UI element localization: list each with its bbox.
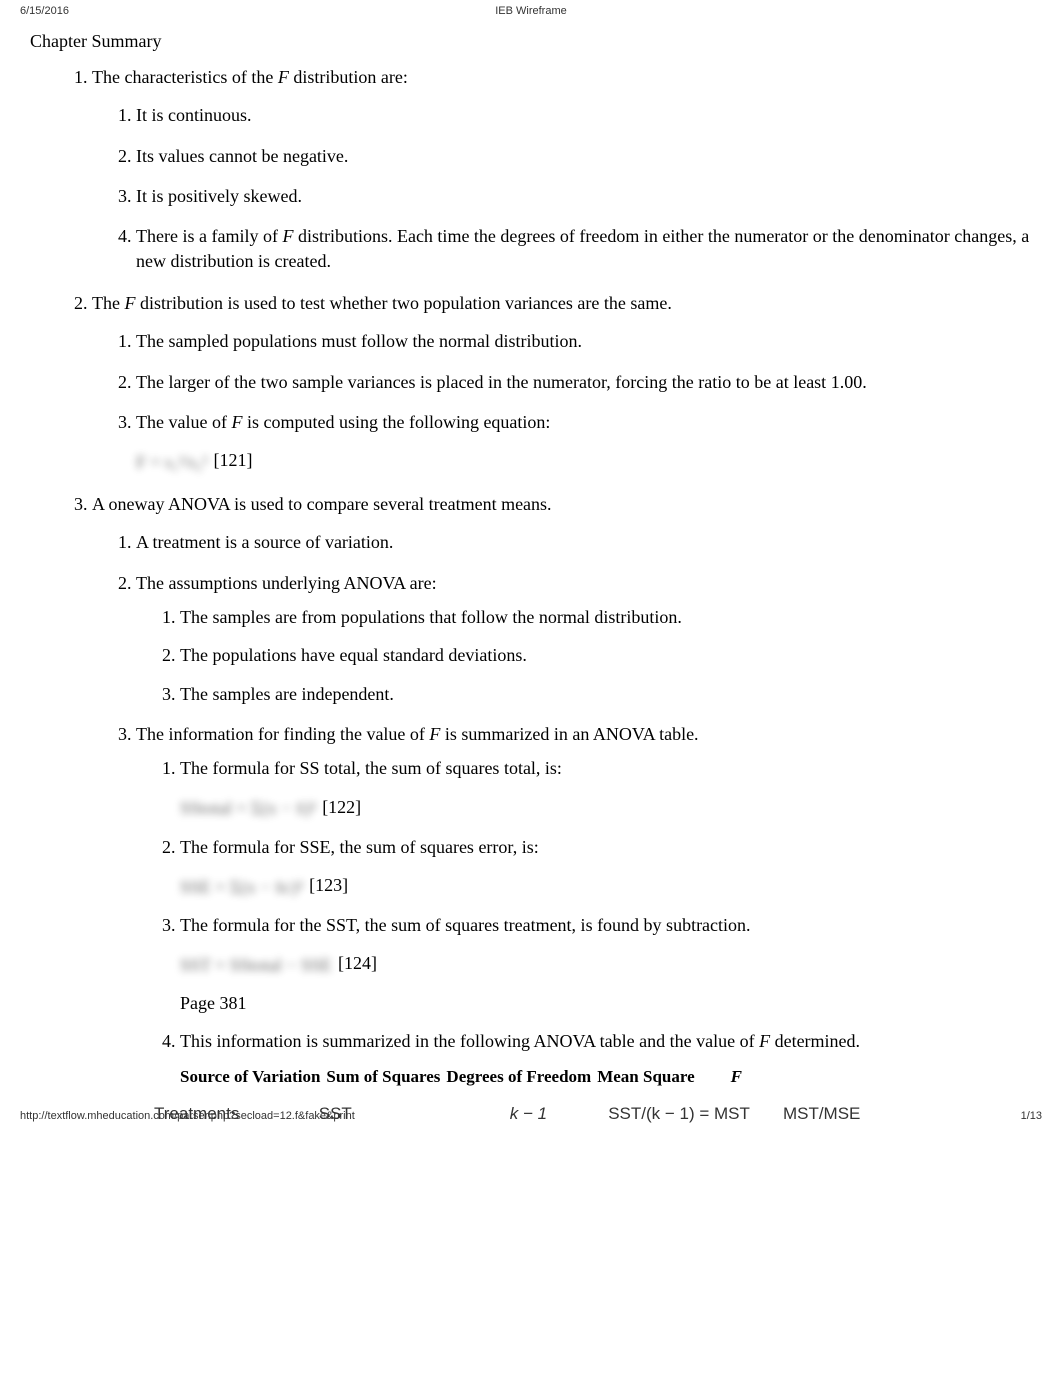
item-3-sublist: A treatment is a source of variation. Th… [136,530,1042,1090]
item-3-2: The assumptions underlying ANOVA are: Th… [136,571,1042,706]
anova-header-1: Source of Variation [180,1064,326,1091]
item-2-2: The larger of the two sample variances i… [136,370,1042,394]
page-label-381: Page 381 [180,991,1042,1015]
item-3: A oneway ANOVA is used to compare severa… [92,492,1042,1091]
item-2: The F distribution is used to test wheth… [92,291,1042,474]
item-3-3: The information for finding the value of… [136,722,1042,1091]
item-3-3-b: is summarized in an ANOVA table. [440,724,698,744]
anova-r1-c5: MST/MSE [783,1103,860,1126]
anova-r1-c3: k − 1 [453,1103,603,1126]
item-3-3-4: This information is summarized in the fo… [180,1029,1042,1090]
equation-121: F = s₁²/s₂² [121] [136,448,1042,474]
item-2-3: The value of F is computed using the fol… [136,410,1042,474]
page-header: 6/15/2016 IEB Wireframe [20,0,1042,29]
item-3-3-3: The formula for the SST, the sum of squa… [180,913,1042,1016]
anova-header-2: Sum of Squares [326,1064,446,1091]
item-1-text-a: The characteristics of the [92,67,278,87]
item-3-2-1: The samples are from populations that fo… [180,605,1042,629]
item-3-3-a: The information for finding the value of [136,724,429,744]
item-1-4-a: There is a family of [136,226,282,246]
item-1-3: It is positively skewed. [136,184,1042,208]
section-title: Chapter Summary [30,29,1042,53]
f-symbol: F [429,724,440,744]
summary-list: The characteristics of the F distributio… [92,65,1042,1091]
anova-r1-c1: Treatments [154,1103,314,1126]
anova-r1-c2: SST [319,1103,449,1126]
item-3-3-4-b: determined. [770,1031,860,1051]
item-3-3-2-text: The formula for SSE, the sum of squares … [180,837,539,857]
equation-123-hidden: SSE = Σ(x − x̄c)² [180,875,303,899]
equation-122-number: [122] [322,797,361,817]
item-1-4: There is a family of F distributions. Ea… [136,224,1042,273]
page-footer: http://textflow.mheducation.com/parser.p… [20,1109,1042,1124]
equation-122: SStotal = Σ(x − x̄)² [122] [180,795,1042,821]
equation-121-hidden: F = s₁²/s₂² [136,450,208,474]
f-symbol: F [231,412,242,432]
item-2-text-b: distribution is used to test whether two… [135,293,671,313]
footer-page: 1/13 [982,1109,1042,1124]
item-3-2-3: The samples are independent. [180,682,1042,706]
anova-header-4: Mean Square [597,1064,700,1091]
anova-header-row: Source of Variation Sum of Squares Degre… [180,1064,748,1091]
anova-r1-c4: SST/(k − 1) = MST [608,1103,778,1126]
item-3-text: A oneway ANOVA is used to compare severa… [92,494,552,514]
item-3-2-2: The populations have equal standard devi… [180,643,1042,667]
item-3-3-4-a: This information is summarized in the fo… [180,1031,759,1051]
item-3-1: A treatment is a source of variation. [136,530,1042,554]
item-1-sublist: It is continuous. Its values cannot be n… [136,103,1042,272]
item-3-3-1-text: The formula for SS total, the sum of squ… [180,758,562,778]
equation-121-number: [121] [214,450,253,470]
item-3-3-3-text: The formula for the SST, the sum of squa… [180,915,751,935]
anova-row-1: Treatments SST k − 1 SST/(k − 1) = MST M… [154,1103,860,1126]
header-date: 6/15/2016 [20,4,140,19]
anova-header-5: F [701,1064,748,1091]
equation-124-hidden: SST = SStotal − SSE [180,953,332,977]
equation-124: SST = SStotal − SSE [124] [180,951,1042,977]
item-2-3-a: The value of [136,412,231,432]
equation-123: SSE = Σ(x − x̄c)² [123] [180,873,1042,899]
item-2-sublist: The sampled populations must follow the … [136,329,1042,474]
item-3-2-sublist: The samples are from populations that fo… [180,605,1042,706]
item-1-1: It is continuous. [136,103,1042,127]
item-3-3-2: The formula for SSE, the sum of squares … [180,835,1042,899]
equation-123-number: [123] [309,875,348,895]
item-2-text-a: The [92,293,124,313]
f-symbol: F [278,67,289,87]
equation-122-hidden: SStotal = Σ(x − x̄)² [180,796,316,820]
item-2-3-b: is computed using the following equation… [242,412,550,432]
f-symbol: F [282,226,293,246]
item-1: The characteristics of the F distributio… [92,65,1042,273]
item-3-3-1: The formula for SS total, the sum of squ… [180,756,1042,820]
item-3-3-sublist: The formula for SS total, the sum of squ… [180,756,1042,1090]
item-2-1: The sampled populations must follow the … [136,329,1042,353]
anova-header-3: Degrees of Freedom [446,1064,597,1091]
f-symbol: F [124,293,135,313]
f-symbol: F [759,1031,770,1051]
header-title: IEB Wireframe [140,4,922,19]
equation-124-number: [124] [338,953,377,973]
anova-table: Source of Variation Sum of Squares Degre… [180,1064,748,1091]
item-1-2: Its values cannot be negative. [136,144,1042,168]
item-3-2-text: The assumptions underlying ANOVA are: [136,573,437,593]
item-1-text-b: distribution are: [289,67,408,87]
